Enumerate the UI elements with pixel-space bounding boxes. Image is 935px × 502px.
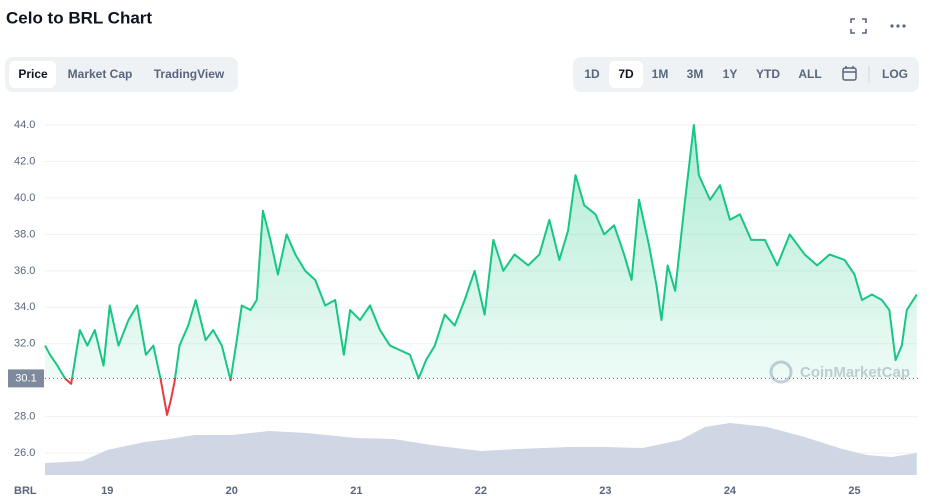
x-tick-label: 24 xyxy=(724,485,737,497)
baseline-label: 30.1 xyxy=(15,372,36,384)
y-tick-label: 36.0 xyxy=(14,265,35,277)
x-tick-label: 19 xyxy=(101,485,113,497)
y-tick-label: 26.0 xyxy=(14,447,35,459)
tab-button[interactable]: Price xyxy=(18,67,48,81)
range-button[interactable]: 1D xyxy=(584,67,600,81)
chart-title: Celo to BRL Chart xyxy=(6,8,152,27)
x-tick-label: 22 xyxy=(475,485,487,497)
volume-area xyxy=(45,423,917,475)
range-button[interactable]: 1Y xyxy=(723,67,738,81)
more-icon[interactable] xyxy=(890,24,906,28)
range-button[interactable]: 7D xyxy=(618,67,634,81)
log-button[interactable]: LOG xyxy=(882,67,908,81)
y-tick-label: 42.0 xyxy=(14,155,35,167)
y-tick-label: 32.0 xyxy=(14,338,35,350)
range-active xyxy=(609,61,643,88)
y-tick-label: 38.0 xyxy=(14,228,35,240)
price-line xyxy=(44,124,918,416)
y-tick-label: 34.0 xyxy=(14,301,35,313)
x-tick-label: 25 xyxy=(848,485,860,497)
range-button[interactable]: YTD xyxy=(756,67,780,81)
baseline-label-box xyxy=(8,369,44,388)
tab-group xyxy=(5,57,238,92)
range-button[interactable]: ALL xyxy=(798,67,821,81)
fullscreen-icon[interactable] xyxy=(850,18,867,34)
range-button[interactable]: 3M xyxy=(687,67,704,81)
tab-button[interactable]: TradingView xyxy=(154,67,225,81)
calendar-icon[interactable] xyxy=(842,66,857,81)
x-tick-label: 20 xyxy=(226,485,238,497)
x-tick-label: 23 xyxy=(599,485,611,497)
y-axis-label: BRL xyxy=(14,485,37,497)
x-tick-label: 21 xyxy=(350,485,362,497)
y-tick-label: 28.0 xyxy=(14,411,35,423)
tab-button[interactable]: Market Cap xyxy=(68,67,133,81)
y-tick-label: 40.0 xyxy=(14,192,35,204)
y-tick-label: 44.0 xyxy=(14,119,35,131)
tab-active xyxy=(9,61,56,88)
range-button[interactable]: 1M xyxy=(652,67,669,81)
range-group xyxy=(573,57,919,92)
price-area xyxy=(45,125,917,379)
